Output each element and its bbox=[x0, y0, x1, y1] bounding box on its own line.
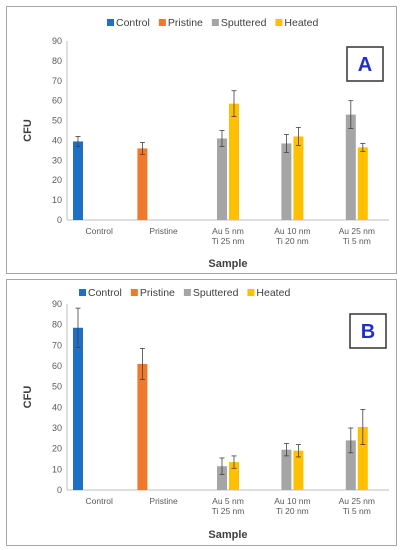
chart-1-legend-label-0: Control bbox=[88, 287, 122, 299]
chart-0-bar-heated-4 bbox=[357, 147, 368, 220]
chart-0-panel-label: A bbox=[358, 54, 372, 76]
chart-1-bar-sputtered-2 bbox=[217, 466, 227, 490]
chart-0-y-tick-label-9: 90 bbox=[52, 36, 62, 46]
chart-0-legend-swatch-3 bbox=[275, 19, 283, 26]
chart-0-bar-heated-2 bbox=[229, 103, 239, 220]
chart-1-x-tick-label-2-0: Au 5 nm bbox=[212, 496, 244, 506]
chart-1-legend-swatch-0 bbox=[79, 289, 86, 296]
chart-1-x-tick-label-3-1: Ti 20 nm bbox=[276, 506, 309, 516]
chart-a-svg: Control Pristine Sputtered Heated 0 10 20 30 40 5… bbox=[22, 17, 389, 270]
chart-1-bar-sputtered-4 bbox=[345, 440, 356, 490]
chart-1-panel-label: B bbox=[361, 321, 375, 343]
chart-1-legend-label-3: Heated bbox=[256, 287, 290, 299]
chart-0-bar-control-0 bbox=[73, 141, 83, 220]
chart-1-panel-label-box bbox=[349, 313, 387, 349]
chart-0-x-tick-label-3-1: Ti 20 nm bbox=[276, 236, 309, 246]
chart-0-y-tick-label-4: 40 bbox=[52, 135, 62, 145]
chart-1-legend-label-2: Sputtered bbox=[193, 287, 239, 299]
chart-0-y-tick-label-1: 10 bbox=[52, 195, 62, 205]
chart-1-legend-swatch-1 bbox=[130, 289, 138, 296]
chart-0-error-bar-sputtered-4 bbox=[348, 100, 354, 129]
chart-1-bar-control-0 bbox=[73, 327, 83, 490]
chart-1-bar-heated-4 bbox=[357, 426, 368, 490]
chart-0-error-bar-sputtered-3 bbox=[283, 134, 289, 153]
chart-1-y-tick-label-8: 80 bbox=[52, 320, 62, 330]
chart-0-legend: Control Pristine Sputtered Heated bbox=[107, 17, 318, 29]
chart-0-x-tick-label-0-0: Control bbox=[85, 226, 113, 236]
chart-panel-b: Control Pristine Sputtered Heated 0 10 20 30 40 5… bbox=[6, 279, 397, 546]
chart-1-y-tick-label-2: 20 bbox=[52, 444, 62, 454]
chart-1-legend-swatch-3 bbox=[247, 289, 255, 296]
chart-1-error-bar-sputtered-4 bbox=[348, 427, 354, 454]
chart-0-x-tick-label-2-1: Ti 25 nm bbox=[212, 236, 245, 246]
chart-1-y-tick-label-1: 10 bbox=[52, 464, 62, 474]
chart-1-x-axis-title: Sample bbox=[208, 529, 247, 541]
chart-0-legend-label-2: Sputtered bbox=[221, 17, 267, 29]
chart-0-y-tick-label-8: 80 bbox=[52, 56, 62, 66]
chart-0-legend-label-0: Control bbox=[116, 17, 150, 29]
chart-0-legend-swatch-1 bbox=[158, 19, 166, 26]
chart-1-y-axis-title: CFU bbox=[22, 386, 34, 409]
chart-0-error-bar-heated-4 bbox=[360, 143, 366, 152]
chart-0-y-tick-label-6: 60 bbox=[52, 96, 62, 106]
chart-0-legend-swatch-2 bbox=[211, 19, 219, 26]
chart-1-bar-heated-2 bbox=[229, 462, 239, 490]
chart-0-y-tick-label-7: 70 bbox=[52, 76, 62, 86]
chart-0-bar-sputtered-4 bbox=[345, 114, 356, 220]
chart-panel-a: Control Pristine Sputtered Heated 0 10 20 30 40 5… bbox=[6, 6, 397, 274]
chart-1-y-tick-label-7: 70 bbox=[52, 340, 62, 350]
chart-0-y-tick-label-2: 20 bbox=[52, 175, 62, 185]
chart-1-bar-pristine-1 bbox=[137, 363, 148, 490]
chart-1-y-tick-label-0: 0 bbox=[57, 485, 62, 495]
chart-0-x-tick-label-3-0: Au 10 nm bbox=[274, 226, 310, 236]
chart-1-error-bar-heated-2 bbox=[231, 455, 237, 469]
chart-1-x-tick-label-1-0: Pristine bbox=[149, 496, 178, 506]
chart-0-error-bar-control-0 bbox=[75, 136, 81, 147]
chart-0-x-axis-title: Sample bbox=[208, 258, 247, 270]
chart-1-bar-sputtered-3 bbox=[281, 449, 292, 490]
chart-0-bar-sputtered-3 bbox=[281, 143, 292, 220]
chart-0-y-axis-title: CFU bbox=[22, 119, 34, 142]
chart-0-y-tick-label-5: 50 bbox=[52, 116, 62, 126]
chart-0-legend-label-1: Pristine bbox=[168, 17, 203, 29]
chart-1-legend: Control Pristine Sputtered Heated bbox=[79, 287, 290, 299]
chart-0-panel-label-box bbox=[346, 46, 384, 82]
chart-1-y-tick-label-9: 90 bbox=[52, 299, 62, 309]
chart-0-y-tick-label-3: 30 bbox=[52, 155, 62, 165]
chart-0-error-bar-heated-3 bbox=[295, 127, 301, 146]
chart-0-bar-heated-3 bbox=[293, 136, 304, 220]
chart-0-y-tick-label-0: 0 bbox=[57, 215, 62, 225]
chart-0-x-tick-label-4-0: Au 25 nm bbox=[339, 226, 375, 236]
chart-0-legend-swatch-0 bbox=[107, 19, 114, 26]
chart-b-svg: Control Pristine Sputtered Heated 0 10 20 30 40 5… bbox=[22, 287, 389, 541]
chart-1-error-bar-pristine-1 bbox=[139, 348, 145, 380]
chart-1-error-bar-control-0 bbox=[75, 307, 81, 348]
chart-1-y-tick-label-6: 60 bbox=[52, 361, 62, 371]
chart-1-x-tick-label-3-0: Au 10 nm bbox=[274, 496, 310, 506]
chart-1-x-tick-label-2-1: Ti 25 nm bbox=[212, 506, 245, 516]
chart-0-error-bar-pristine-1 bbox=[139, 142, 145, 155]
chart-0-x-tick-label-4-1: Ti 5 nm bbox=[343, 236, 371, 246]
chart-1-x-tick-label-4-1: Ti 5 nm bbox=[343, 506, 371, 516]
chart-1-legend-label-1: Pristine bbox=[140, 287, 175, 299]
chart-0-legend-label-3: Heated bbox=[284, 17, 318, 29]
chart-0-x-tick-label-1-0: Pristine bbox=[149, 226, 178, 236]
chart-1-error-bar-heated-4 bbox=[360, 408, 366, 445]
chart-1-y-tick-label-4: 40 bbox=[52, 402, 62, 412]
chart-1-legend-swatch-2 bbox=[183, 289, 191, 296]
chart-1-x-tick-label-4-0: Au 25 nm bbox=[339, 496, 375, 506]
chart-0-error-bar-sputtered-2 bbox=[219, 130, 225, 147]
chart-1-error-bar-heated-3 bbox=[295, 444, 301, 458]
chart-1-y-tick-label-5: 50 bbox=[52, 382, 62, 392]
chart-1-error-bar-sputtered-3 bbox=[283, 443, 289, 457]
chart-0-bar-pristine-1 bbox=[137, 148, 148, 220]
chart-1-error-bar-sputtered-2 bbox=[219, 457, 225, 475]
chart-1-x-tick-label-0-0: Control bbox=[85, 496, 113, 506]
chart-0-x-tick-label-2-0: Au 5 nm bbox=[212, 226, 244, 236]
chart-1-y-tick-label-3: 30 bbox=[52, 423, 62, 433]
chart-0-bar-sputtered-2 bbox=[217, 138, 227, 220]
chart-1-bar-heated-3 bbox=[293, 450, 304, 490]
chart-0-error-bar-heated-2 bbox=[231, 90, 237, 117]
